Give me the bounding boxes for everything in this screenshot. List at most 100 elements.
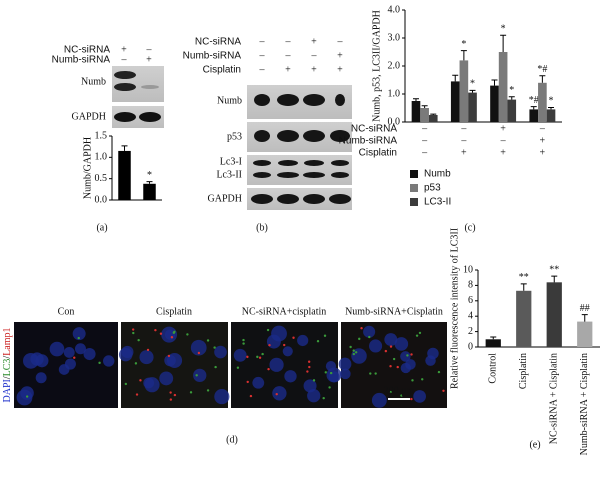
puncta [369, 372, 372, 375]
puncta [195, 374, 198, 377]
condition-sign: – [259, 50, 266, 61]
puncta [322, 396, 325, 400]
puncta [134, 362, 138, 365]
band [253, 172, 271, 178]
bar [546, 109, 556, 122]
puncta [173, 393, 177, 397]
nucleus [272, 386, 287, 401]
significance: *# [529, 95, 539, 106]
condition-label: NC-siRNA [195, 37, 241, 48]
condition-label: Cisplatin [359, 148, 397, 159]
image-title: NC-siRNA+cisplatin [242, 306, 327, 317]
band [254, 130, 270, 142]
error-bar [469, 89, 476, 93]
puncta [146, 348, 150, 352]
puncta [418, 331, 422, 335]
condition-sign: + [337, 64, 343, 75]
nucleus [30, 352, 44, 366]
condition-label: Numb-siRNA [52, 55, 111, 66]
bar [459, 60, 469, 122]
nucleus [159, 371, 174, 386]
puncta [415, 334, 419, 337]
error-bar [121, 145, 128, 151]
nucleus [139, 350, 154, 365]
nucleus [371, 392, 387, 408]
puncta [389, 345, 393, 348]
band [335, 94, 345, 106]
bar [577, 321, 593, 347]
puncta [137, 338, 140, 342]
puncta [98, 361, 101, 365]
condition-label: NC-siRNA [64, 45, 110, 56]
image-title: Con [58, 306, 75, 317]
y-axis-label: Numb, p53, LC3II/GAPDH [371, 10, 382, 122]
puncta [275, 392, 278, 396]
band [114, 71, 136, 79]
error-bar [491, 79, 498, 86]
nucleus [161, 326, 178, 343]
y-tick-label: 3.0 [388, 32, 401, 43]
puncta [246, 380, 249, 384]
y-tick-label: 0.0 [95, 194, 108, 205]
error-bar [530, 106, 537, 110]
nucleus [413, 390, 426, 403]
puncta [159, 332, 163, 335]
puncta [267, 367, 270, 371]
nucleus [72, 327, 86, 341]
scale-label: 200 μm [384, 385, 415, 396]
caption: (e) [529, 439, 540, 450]
puncta [73, 356, 76, 359]
condition-sign: – [539, 123, 546, 134]
y-tick-label: 1.0 [388, 88, 401, 99]
puncta [25, 395, 29, 398]
error-bar [452, 74, 459, 82]
puncta [323, 334, 327, 337]
error-bar [548, 106, 555, 110]
nucleus [340, 368, 351, 380]
legend-label: Numb [424, 169, 451, 180]
puncta [354, 351, 358, 354]
blot-label: Lc3-I [220, 156, 242, 167]
caption: (c) [464, 222, 475, 233]
puncta [131, 328, 135, 331]
nucleus [144, 377, 160, 393]
puncta [172, 331, 176, 334]
puncta [169, 398, 173, 401]
puncta [242, 338, 245, 342]
puncta [268, 343, 271, 347]
puncta [400, 394, 403, 397]
error-bar [460, 50, 467, 61]
bar [428, 115, 438, 122]
image-title: Cisplatin [156, 306, 192, 317]
bar [529, 109, 539, 122]
condition-sign: – [421, 147, 428, 158]
bar [507, 99, 517, 122]
condition-label: NC-siRNA [351, 124, 397, 135]
y-tick-label: 0.0 [388, 116, 401, 127]
error-bar [430, 113, 437, 115]
nucleus [118, 347, 133, 362]
condition-sign: + [461, 147, 467, 158]
nucleus [325, 360, 337, 372]
band [254, 94, 270, 106]
condition-sign: – [460, 135, 467, 146]
y-tick-label: 6 [468, 295, 473, 306]
nucleus [49, 341, 65, 357]
error-bar [581, 314, 588, 322]
puncta [368, 335, 371, 339]
x-tick-label: NC-siRNA + Cisplatin [549, 353, 560, 444]
condition-sign: – [421, 123, 428, 134]
condition-sign: + [337, 50, 343, 61]
nucleus [164, 354, 176, 367]
puncta [132, 331, 135, 335]
puncta [214, 365, 217, 369]
band [277, 94, 299, 106]
band [114, 112, 136, 122]
band [277, 172, 299, 178]
nucleus [269, 357, 284, 372]
nucleus [284, 370, 297, 383]
bar [450, 81, 460, 122]
nucleus [83, 347, 96, 361]
nucleus [282, 346, 293, 357]
